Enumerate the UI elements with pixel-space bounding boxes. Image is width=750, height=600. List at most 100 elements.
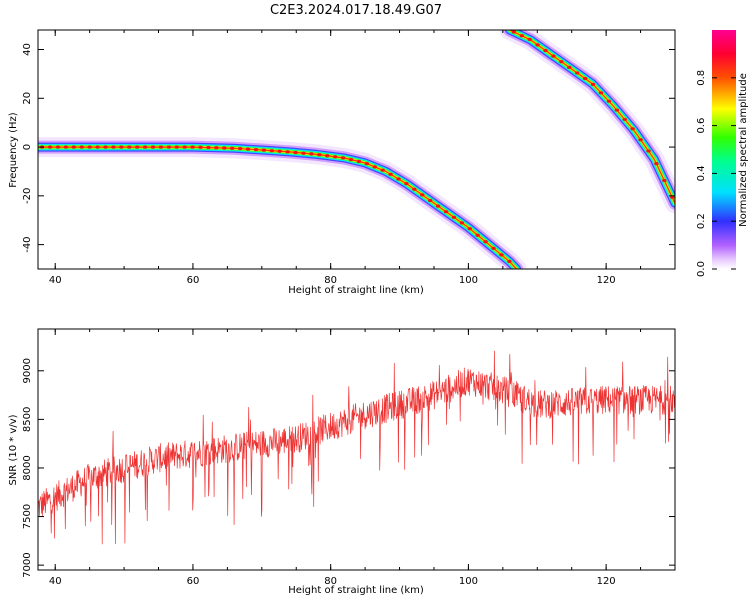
spectral-peak-marker [614,108,620,112]
spectral-peak-marker [325,154,330,158]
spectrogram-panel: 40 60 80 100 120 40 20 0 -20 -40 Height of straig… [8,29,676,296]
spectrogram-x-tick-label: 60 [187,275,200,286]
spectral-peak-marker [261,148,267,152]
spectral-peak-marker [590,82,596,86]
spectral-peak-marker [285,150,290,154]
spectral-peak-marker [71,145,77,149]
spectral-peak-marker [662,178,667,183]
snr-x-tick-label: 120 [597,576,616,587]
spectral-peak-marker [95,145,100,149]
spectrogram-axes-frame [37,29,676,270]
snr-series-line [38,350,675,545]
spectral-peak-marker [638,138,643,142]
spectral-peak-marker [134,145,140,149]
spectrogram-x-tick-label: 120 [597,275,616,286]
colorbar-tick-label: 0.2 [696,213,707,229]
spectral-peak-marker [63,145,69,149]
spectral-peak-marker [404,182,409,186]
spectral-peak-marker [79,145,84,149]
spectral-ridge-2-layer [507,30,675,206]
spectral-peak-marker [543,48,548,53]
spectral-peak-marker [499,253,504,257]
spectrogram-x-tick-label: 80 [324,275,337,286]
snr-x-tick-label: 60 [187,576,200,587]
spectral-peak-marker [459,221,465,225]
spectrogram-y-tick-label: 0 [22,144,33,150]
spectral-peak-marker [475,233,480,237]
figure-title: C2E3.2024.017.18.49.G07 [270,3,442,18]
spectral-peak-marker [142,145,148,149]
spectral-peak-marker [598,91,604,95]
spectral-peak-marker [483,240,488,244]
spectral-peak-marker [630,127,635,131]
spectral-peak-marker [412,187,417,191]
spectral-ridge-1-layer [38,143,520,269]
spectral-peak-marker [443,210,449,214]
snr-x-tick-label: 40 [49,576,62,587]
spectral-peak-marker [491,246,496,250]
spectral-peak-marker [364,162,370,166]
spectral-peak-marker [301,151,306,155]
spectral-peak-marker [670,195,675,199]
spectral-peak-marker [174,145,179,149]
spectral-peak-marker [87,145,92,149]
colorbar: 0.0 0.2 0.4 0.6 0.8 Normalized spectral ampl… [696,30,749,277]
spectral-peak-marker [182,145,187,149]
spectral-peak-marker [606,99,612,103]
spectral-ridge-2-layer [508,30,675,205]
spectral-peak-marker [127,145,132,149]
spectral-peak-marker [348,157,354,162]
spectral-peak-marker [551,54,556,58]
spectral-peak-marker [567,65,572,69]
spectral-peak-marker [190,145,195,149]
spectral-peak-marker [435,204,441,208]
spectral-peak-marker [229,146,235,150]
spectrogram-xlabel: Height of straight line (km) [288,285,424,296]
spectral-peak-marker [527,37,532,42]
spectral-peak-marker [420,193,425,197]
spectral-peak-marker [103,145,108,149]
spectral-peak-marker [309,152,314,156]
colorbar-tick-label: 0.6 [696,118,707,134]
spectral-peak-marker [166,145,172,149]
spectral-peak-marker [396,177,401,181]
spectral-peak-marker [222,146,227,150]
spectrogram-y-tick-label: -20 [22,188,33,204]
spectral-peak-marker [245,147,251,151]
colorbar-tick-label: 0.4 [696,165,707,181]
snr-y-tick-label: 8000 [22,455,33,480]
spectral-ridge-2-layer [506,30,675,207]
spectral-peak-marker [427,198,433,203]
colorbar-label: Normalized spectral amplitude [738,73,749,227]
spectral-peak-marker [119,145,124,149]
spectral-peak-marker [575,71,580,75]
snr-y-tick-label: 7500 [22,504,33,529]
spectral-ridge-2-layer [499,30,675,214]
spectrogram-y-tick-label: -40 [22,236,33,252]
spectral-peak-marker [535,43,540,47]
spectral-peak-marker [622,117,627,122]
spectral-peak-marker [582,76,588,81]
spectral-peak-marker [646,149,651,153]
spectral-peak-marker [317,153,322,157]
colorbar-tick-label: 0.0 [696,261,707,277]
spectral-peak-marker [150,145,156,149]
snr-y-tick-label: 7000 [22,552,33,577]
spectral-peak-marker [467,227,472,231]
spectral-ridge-2-layer [505,30,675,208]
spectral-peak-marker [214,146,219,150]
spectral-peak-marker [237,147,243,151]
snr-x-tick-label: 100 [459,576,478,587]
spectral-peak-marker [253,148,259,152]
spectrogram-y-tick-label: 40 [22,43,33,56]
spectrogram-ylabel: Frequency (Hz) [8,112,19,188]
spectral-peak-marker [158,145,164,149]
spectrogram-y-tick-label: 20 [22,92,33,105]
spectral-peak-marker [332,155,338,159]
spectral-peak-marker [388,172,393,176]
spectral-peak-marker [340,156,346,160]
colorbar-tick-label: 0.8 [696,70,707,86]
spectral-peak-marker [451,215,457,219]
spectral-peak-marker [356,159,362,164]
